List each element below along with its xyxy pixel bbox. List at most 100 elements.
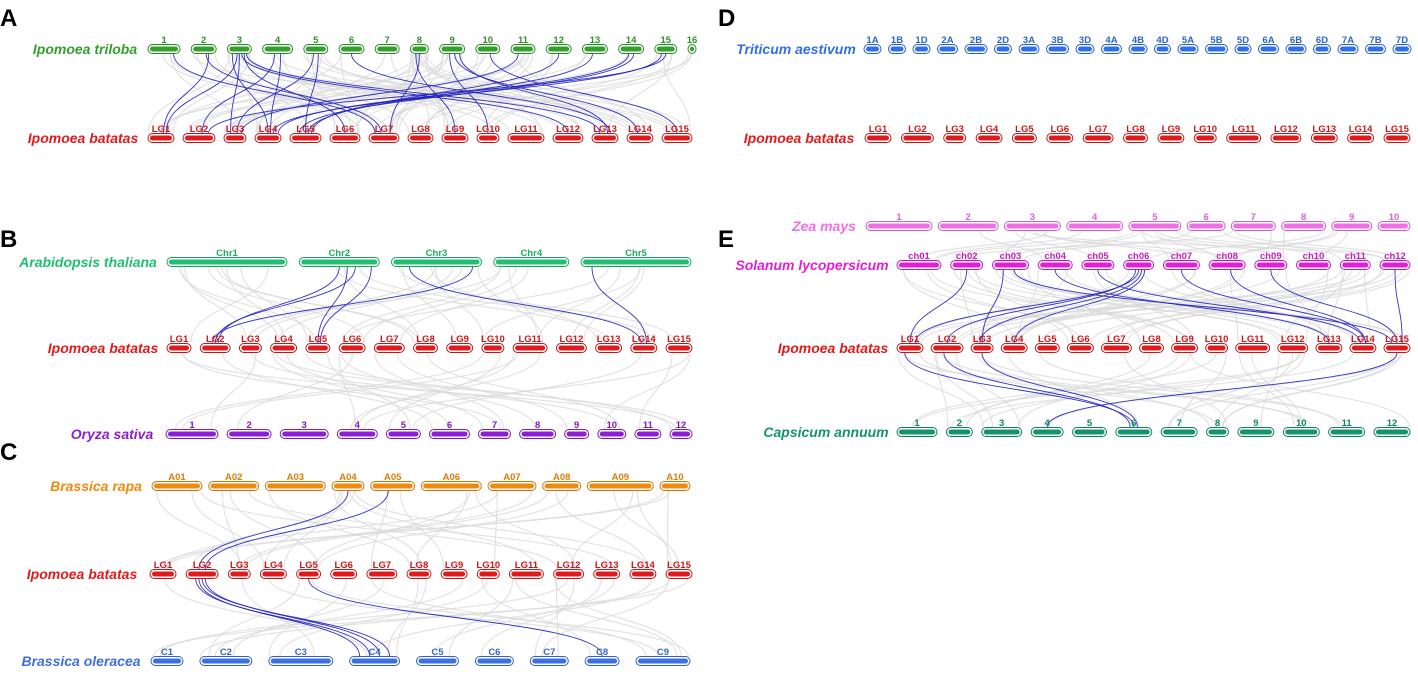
chromosome-label: 5 [401, 420, 407, 431]
chromosome-label: 4 [1044, 418, 1050, 429]
chromosome-bar [1395, 46, 1409, 52]
panel-letter: D [718, 5, 735, 32]
background-link [976, 269, 1068, 344]
background-link [934, 352, 994, 428]
chromosome-label: A04 [339, 472, 357, 483]
background-link [981, 352, 1300, 428]
chromosome-bar [376, 345, 403, 351]
chromosome-label: ch10 [1303, 251, 1325, 262]
collinear-link [308, 578, 603, 657]
background-link [1260, 352, 1280, 428]
background-link [267, 53, 419, 134]
chromosome-label: C4 [369, 647, 382, 658]
chromosome-bar [377, 46, 398, 52]
chromosome-label: LG11 [515, 560, 539, 571]
chromosome-label: LG9 [446, 124, 464, 135]
chromosome-bar [899, 262, 939, 268]
chromosome-bar [1340, 46, 1356, 52]
background-link [904, 352, 1312, 428]
chromosome-bar [1141, 345, 1162, 351]
chromosome-bar [983, 429, 1020, 435]
chromosome-bar [1283, 223, 1324, 229]
background-link [448, 578, 514, 657]
collinear-link [409, 266, 642, 344]
track-zea-mays: Zea mays 1 2 3 4 5 6 7 8 9 10 [791, 212, 1411, 234]
chromosome-label: 13 [590, 35, 601, 46]
background-link [987, 269, 1369, 344]
collinear-link [1013, 269, 1146, 344]
chromosome-bar [332, 571, 355, 577]
chromosome-bar [1380, 223, 1408, 229]
chromosome-label: LG10 [476, 560, 500, 571]
chromosome-label: 7B [1369, 35, 1381, 46]
chromosome-label: LG10 [1193, 124, 1217, 135]
chromosome-bar [351, 658, 398, 664]
chromosome-bar [1159, 135, 1182, 141]
background-link [178, 266, 317, 344]
chromosome-label: LG13 [595, 560, 619, 571]
background-link [255, 53, 386, 134]
chromosome-label: 14 [626, 35, 637, 46]
chromosome-label: 11 [643, 420, 654, 431]
panel-letter: A [0, 5, 17, 32]
chromosome-label: 6 [349, 35, 354, 46]
chromosome-bar [973, 345, 992, 351]
chromosome-bar [264, 46, 291, 52]
chromosome-bar [558, 345, 585, 351]
background-link [172, 53, 251, 134]
chromosome-bar [441, 46, 463, 52]
chromosome-label: 7 [492, 420, 497, 431]
chromosome-label: LG4 [264, 560, 283, 571]
chromosome-label: 2 [966, 212, 971, 223]
background-link [305, 352, 672, 430]
chromosome-bar [229, 431, 270, 437]
background-link [156, 53, 449, 134]
chromosome-bar [597, 345, 620, 351]
background-link [960, 269, 974, 344]
chromosome-bar [388, 431, 419, 437]
chromosome-bar [513, 46, 533, 52]
chromosome-bar [1207, 46, 1226, 52]
collinear-link [914, 269, 1140, 344]
background-link [165, 490, 499, 570]
chromosome-bar [292, 135, 319, 141]
species-label: Ipomoea batatas [48, 340, 159, 356]
collinear-link [904, 352, 1135, 428]
chromosome-bar [305, 46, 326, 52]
background-link [1065, 269, 1331, 344]
collinear-link [317, 266, 348, 344]
chromosome-bar [444, 135, 466, 141]
chromosome-bar [201, 658, 250, 664]
background-link [335, 266, 610, 344]
chromosome-bar [1313, 135, 1336, 141]
chromosome-bar [371, 135, 397, 141]
background-link [534, 578, 575, 657]
collinear-link [1013, 269, 1393, 344]
background-link [1265, 230, 1273, 261]
chromosome-label: 4D [1156, 35, 1168, 46]
track-ipomoea-batatas: Ipomoea batatas LG1 LG2 LG3 LG4 LG5 LG6 LG7 LG8 L… [28, 124, 693, 146]
collinear-link [591, 266, 647, 344]
species-label: Arabidopsis thaliana [18, 254, 157, 270]
chromosome-label: LG6 [1071, 334, 1089, 345]
chromosome-label: LG8 [416, 334, 434, 345]
chromosome-bar [1351, 345, 1374, 351]
chromosome-bar [967, 46, 985, 52]
chromosome-label: C5 [431, 647, 444, 658]
background-link [166, 53, 342, 134]
background-link [423, 53, 553, 134]
background-link [276, 352, 687, 430]
chromosome-bar [1074, 429, 1105, 435]
chromosome-label: A01 [168, 472, 186, 483]
chromosome-label: LG9 [1175, 334, 1193, 345]
chromosome-bar [226, 135, 244, 141]
background-link [183, 352, 502, 430]
collinear-link [272, 53, 662, 134]
background-link [636, 490, 672, 570]
species-label: Ipomoea batatas [27, 566, 138, 582]
chromosome-label: LG8 [410, 560, 428, 571]
background-link [239, 490, 533, 570]
chromosome-label: LG15 [1385, 334, 1409, 345]
background-link [156, 490, 242, 570]
species-label: Ipomoea triloba [33, 41, 137, 57]
